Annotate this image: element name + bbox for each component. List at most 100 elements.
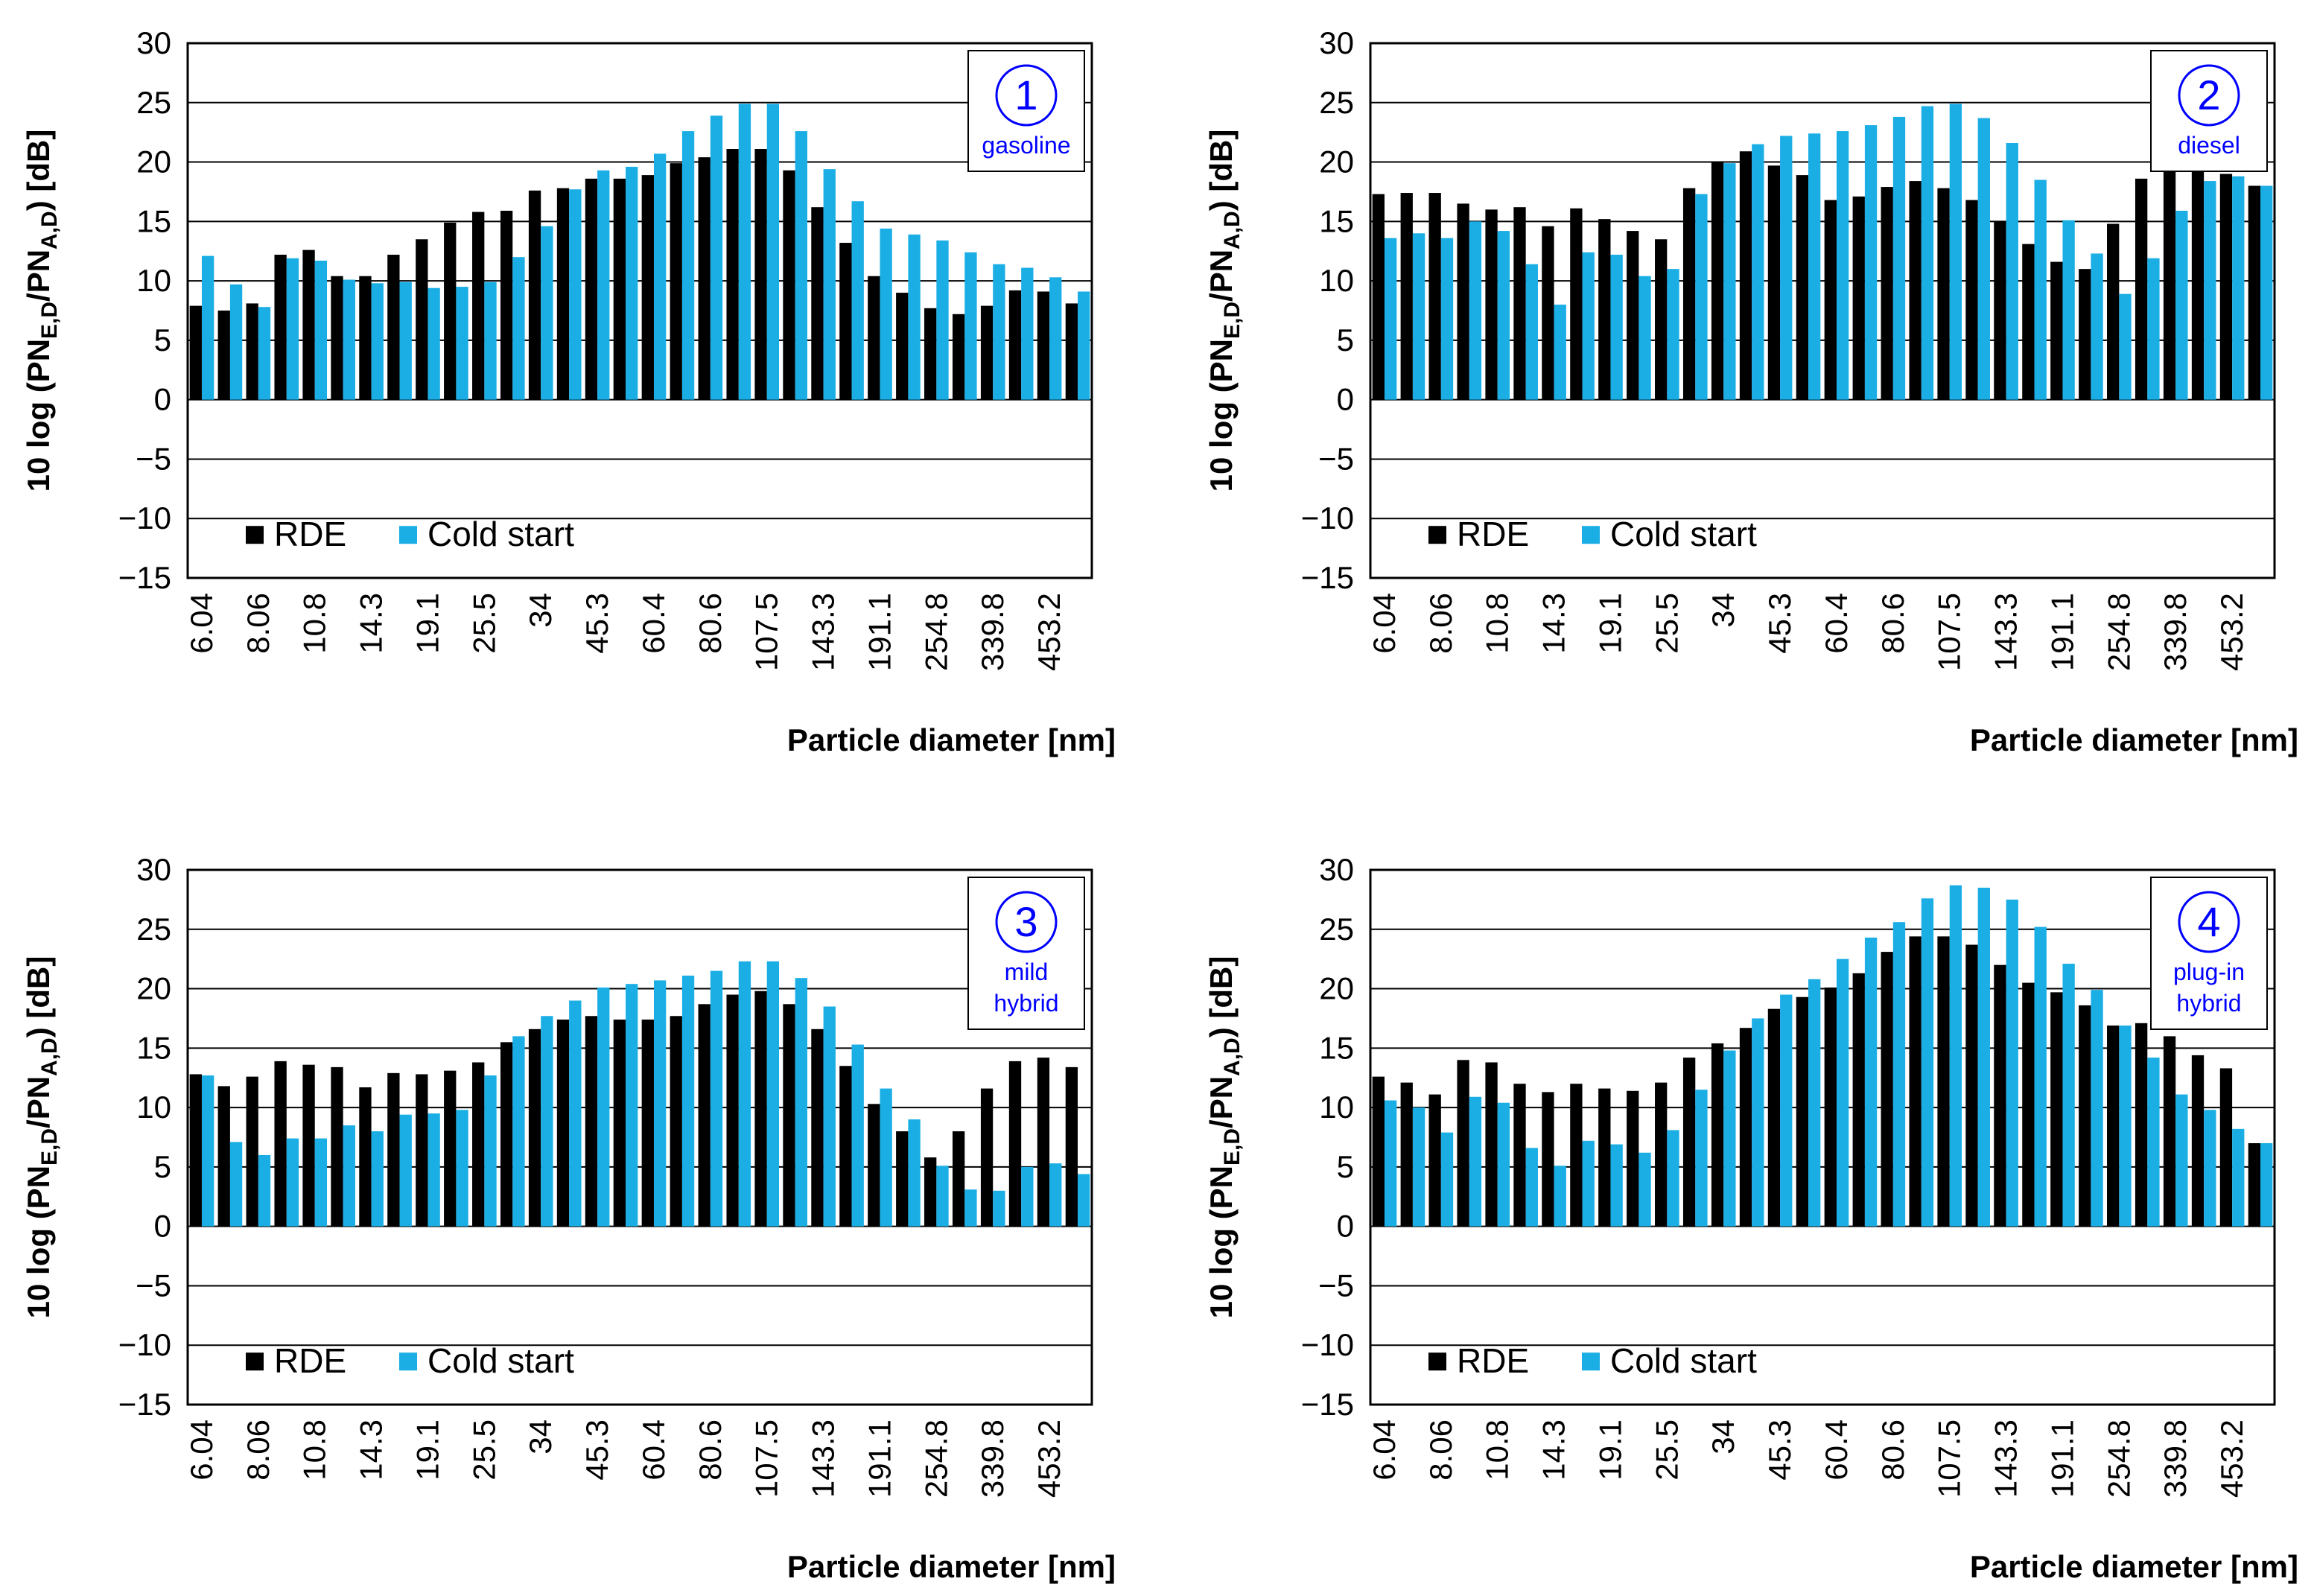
bar-cold-start-18 bbox=[681, 131, 695, 400]
bar-rde-4 bbox=[1457, 203, 1469, 400]
badge-frame bbox=[2150, 877, 2268, 1030]
bar-rde-21 bbox=[754, 149, 767, 400]
bar-cold-start-17 bbox=[653, 980, 667, 1227]
legend-label-rde: RDE bbox=[274, 515, 346, 553]
x-tick-label: 10.8 bbox=[1480, 1419, 1515, 1481]
bar-rde-28 bbox=[952, 314, 965, 400]
bar-cold-start-15 bbox=[597, 170, 610, 400]
bar-cold-start-4 bbox=[286, 258, 299, 400]
chart-panel-2: 30 25 20 15 10 5 0 −5 −10 −15 6.04 8.06 10.8 14.3 19.1… bbox=[1204, 25, 2298, 757]
y-axis-label-part: 10 log (PN bbox=[21, 1166, 56, 1318]
x-tick-label: 191.1 bbox=[2044, 593, 2079, 671]
bar-rde-28 bbox=[2135, 178, 2148, 400]
y-tick-label: −15 bbox=[118, 560, 171, 595]
bar-cold-start-22 bbox=[1977, 887, 1990, 1227]
bar-cold-start-21 bbox=[766, 104, 780, 400]
bar-rde-21 bbox=[754, 991, 767, 1227]
bar-cold-start-17 bbox=[1836, 958, 1849, 1227]
y-tick-label: −15 bbox=[1301, 560, 1354, 595]
y-axis-label-part: 10 log (PN bbox=[1204, 1166, 1239, 1318]
bar-cold-start-19 bbox=[1892, 116, 1906, 400]
y-tick-label: −10 bbox=[118, 500, 171, 535]
bar-cold-start-3 bbox=[258, 307, 271, 400]
legend: RDE Cold start bbox=[246, 515, 574, 553]
bar-rde-22 bbox=[783, 1004, 795, 1227]
bar-rde-18 bbox=[1852, 973, 1865, 1227]
x-tick-label: 453.2 bbox=[2214, 593, 2249, 671]
bar-cold-start-29 bbox=[2175, 210, 2188, 400]
bar-rde-9 bbox=[1598, 219, 1611, 400]
badge-number: 1 bbox=[1014, 71, 1037, 118]
x-tick-label: 107.5 bbox=[749, 1419, 784, 1498]
x-tick-label: 8.06 bbox=[1423, 593, 1458, 654]
y-tick-label: 5 bbox=[1337, 1149, 1354, 1184]
bar-cold-start-4 bbox=[286, 1138, 299, 1227]
bar-rde-8 bbox=[1570, 208, 1583, 400]
bar-cold-start-1 bbox=[1384, 1100, 1397, 1227]
bar-cold-start-3 bbox=[1440, 238, 1454, 400]
x-tick-label: 14.3 bbox=[1536, 1419, 1571, 1481]
x-tick-label: 25.5 bbox=[1649, 1419, 1684, 1481]
bar-cold-start-2 bbox=[229, 284, 243, 400]
bar-rde-2 bbox=[1400, 1082, 1413, 1227]
bar-rde-19 bbox=[1881, 952, 1893, 1227]
bar-rde-10 bbox=[444, 1070, 457, 1227]
bar-cold-start-5 bbox=[314, 1138, 328, 1227]
bar-rde-13 bbox=[1711, 1043, 1724, 1227]
x-tick-label: 191.1 bbox=[2044, 1419, 2079, 1498]
legend-label-cold-start: Cold start bbox=[1610, 515, 1757, 553]
legend: RDE Cold start bbox=[1428, 515, 1757, 553]
bar-cold-start-29 bbox=[2175, 1094, 2188, 1227]
bar-rde-3 bbox=[1428, 1094, 1441, 1227]
badge-label: hybrid bbox=[994, 990, 1058, 1017]
y-axis-label-part: /PN bbox=[21, 249, 56, 302]
bar-cold-start-21 bbox=[766, 961, 780, 1227]
y-axis-label-subscript: E,D bbox=[1220, 302, 1245, 339]
y-axis-label-subscript: A,D bbox=[1220, 1037, 1245, 1076]
bar-cold-start-26 bbox=[908, 1119, 921, 1227]
badge-circle bbox=[2178, 64, 2240, 127]
vehicle-badge: 4 plug-in hybrid bbox=[2150, 877, 2268, 1030]
badge-label: hybrid bbox=[2176, 990, 2241, 1017]
y-axis-label-part: ) [dB] bbox=[21, 956, 56, 1038]
bar-cold-start-23 bbox=[2006, 143, 2018, 400]
y-tick-label: 0 bbox=[1337, 1209, 1354, 1244]
x-tick-label: 34 bbox=[1706, 1419, 1741, 1454]
bar-cold-start-8 bbox=[399, 1114, 412, 1227]
bar-rde-14 bbox=[1739, 1028, 1752, 1227]
y-axis-label-part: /PN bbox=[1204, 249, 1239, 302]
bar-cold-start-30 bbox=[1021, 267, 1034, 400]
y-tick-label: 0 bbox=[1337, 382, 1354, 417]
y-axis-label-part: /PN bbox=[1204, 1076, 1239, 1128]
bar-cold-start-23 bbox=[823, 1006, 836, 1227]
bar-rde-30 bbox=[2191, 1055, 2205, 1227]
y-tick-label: 20 bbox=[1319, 971, 1354, 1006]
badge-label: gasoline bbox=[982, 132, 1070, 159]
bar-cold-start-19 bbox=[1892, 922, 1906, 1227]
bar-cold-start-31 bbox=[2232, 176, 2245, 400]
bar-cold-start-11 bbox=[484, 1075, 497, 1227]
bar-cold-start-17 bbox=[653, 153, 667, 400]
bar-cold-start-30 bbox=[2204, 181, 2216, 400]
bar-rde-19 bbox=[698, 157, 711, 400]
badge-number: 2 bbox=[2197, 71, 2220, 118]
bar-rde-4 bbox=[1457, 1060, 1469, 1227]
bar-rde-16 bbox=[1796, 175, 1809, 400]
x-tick-label: 339.8 bbox=[2158, 1419, 2193, 1498]
y-tick-label: −5 bbox=[1318, 1268, 1354, 1303]
bar-rde-22 bbox=[1965, 944, 1978, 1227]
legend-swatch-rde bbox=[246, 1352, 264, 1371]
bar-rde-8 bbox=[1570, 1084, 1583, 1227]
x-tick-label: 10.8 bbox=[1480, 593, 1515, 654]
x-axis-label: Particle diameter [nm] bbox=[787, 722, 1116, 757]
y-tick-label: −5 bbox=[136, 441, 171, 476]
x-tick-label: 254.8 bbox=[918, 593, 953, 671]
y-tick-label: −10 bbox=[1301, 500, 1354, 535]
bar-cold-start-2 bbox=[1412, 233, 1425, 400]
y-tick-label: 15 bbox=[136, 203, 171, 238]
legend-label-cold-start: Cold start bbox=[1610, 1341, 1757, 1380]
bar-cold-start-9 bbox=[427, 1113, 440, 1227]
y-tick-label: 10 bbox=[136, 1090, 171, 1125]
x-tick-label: 143.3 bbox=[806, 1419, 841, 1498]
bar-rde-20 bbox=[726, 994, 739, 1227]
